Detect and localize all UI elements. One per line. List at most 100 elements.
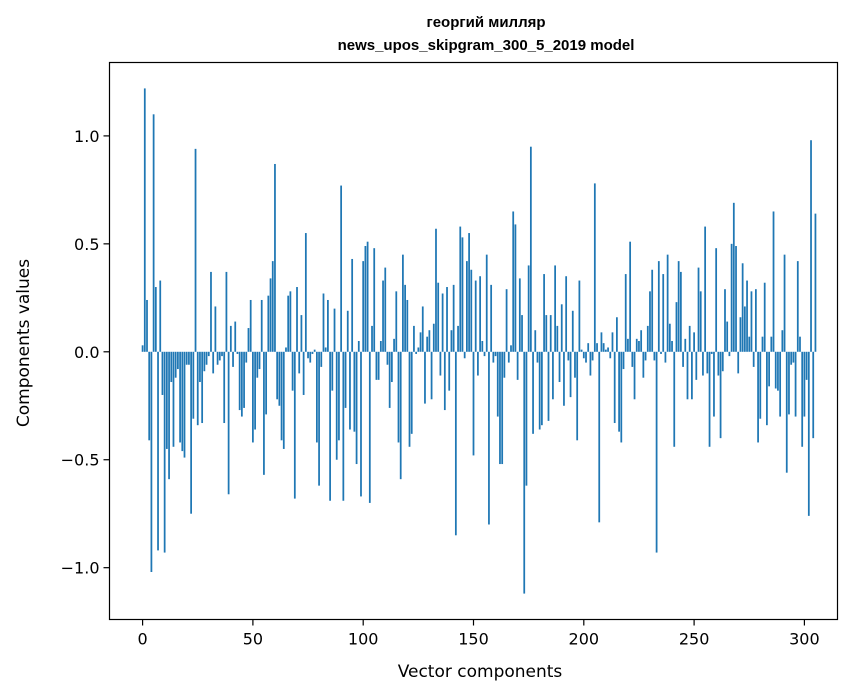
bar [781, 330, 784, 352]
bar [154, 287, 157, 352]
bar-series [141, 88, 817, 594]
bar [263, 351, 265, 475]
bar [496, 351, 499, 417]
bar [470, 269, 473, 352]
bar [390, 351, 393, 383]
bar [677, 261, 680, 352]
x-axis-label: Vector components [398, 662, 563, 682]
bar [788, 351, 790, 415]
bar [320, 351, 323, 367]
bar [441, 293, 444, 352]
bar [730, 243, 733, 352]
bar [704, 226, 707, 352]
bar [243, 351, 245, 408]
bar [282, 351, 285, 449]
bar [448, 351, 451, 391]
bar [172, 351, 175, 447]
y-axis-label: Components values [14, 259, 34, 427]
bar [163, 351, 166, 553]
bar [300, 315, 303, 352]
y-axis-ticks: −1.0 −0.5 0.0 0.5 1.0 [61, 127, 110, 578]
bar [483, 351, 486, 357]
bar [404, 284, 406, 352]
bar [783, 254, 786, 352]
bar [463, 351, 466, 359]
bar [717, 351, 720, 376]
x-axis-ticks: 0 50 100 150 200 250 300 [137, 619, 820, 649]
bar [212, 351, 215, 374]
bar [618, 351, 620, 432]
bar [571, 310, 574, 352]
bar [324, 347, 327, 352]
bar [799, 336, 801, 352]
bar [236, 351, 239, 354]
bar [560, 304, 563, 352]
bar [523, 351, 526, 594]
bar [735, 246, 737, 352]
bar [510, 345, 512, 352]
bar [327, 299, 329, 352]
bar [377, 351, 380, 380]
bar [715, 248, 718, 352]
bar [353, 351, 356, 432]
bar [721, 351, 724, 372]
bar [759, 351, 762, 419]
bar [609, 351, 612, 359]
bar [719, 351, 722, 439]
bar [713, 351, 715, 417]
bar [785, 351, 788, 473]
bar [232, 351, 234, 367]
bar [644, 351, 647, 361]
bar [662, 274, 665, 352]
bar [190, 351, 192, 514]
bar [708, 351, 711, 447]
bar [538, 351, 541, 430]
bar [214, 306, 217, 352]
bar [185, 351, 188, 365]
bar [252, 351, 254, 443]
bar [777, 351, 779, 391]
bar [763, 282, 766, 352]
bar [724, 289, 726, 352]
bar [569, 351, 572, 398]
chart-title: георгий милляр [426, 14, 545, 31]
bar [399, 351, 402, 480]
bar [671, 341, 673, 352]
bar [452, 284, 455, 352]
bar [640, 330, 643, 352]
bar [234, 321, 237, 352]
bar [302, 351, 305, 395]
bar [393, 338, 395, 352]
bar [646, 325, 649, 352]
bar [541, 351, 543, 426]
bar [616, 317, 618, 352]
bar [536, 351, 539, 363]
bar [743, 306, 746, 352]
bar [446, 287, 448, 352]
bar [457, 325, 459, 352]
y-tick-label: 1.0 [74, 127, 99, 146]
bar [688, 325, 691, 352]
bar [364, 246, 367, 352]
bar [810, 140, 812, 352]
bar [578, 280, 581, 352]
bar [439, 351, 442, 376]
plot-frame [108, 61, 839, 621]
bar [673, 351, 676, 447]
x-tick-label: 250 [679, 630, 710, 649]
bar [752, 351, 755, 367]
bar [315, 351, 318, 443]
bar [565, 276, 568, 352]
bar [532, 351, 534, 434]
bar [415, 351, 418, 354]
bar [298, 351, 301, 374]
bar [432, 323, 435, 352]
bar [426, 336, 429, 352]
bar [547, 351, 550, 421]
bar [726, 321, 729, 352]
bar [406, 299, 409, 352]
bar [402, 254, 404, 352]
bar [428, 330, 431, 352]
bar [379, 341, 382, 352]
bar [655, 351, 658, 553]
